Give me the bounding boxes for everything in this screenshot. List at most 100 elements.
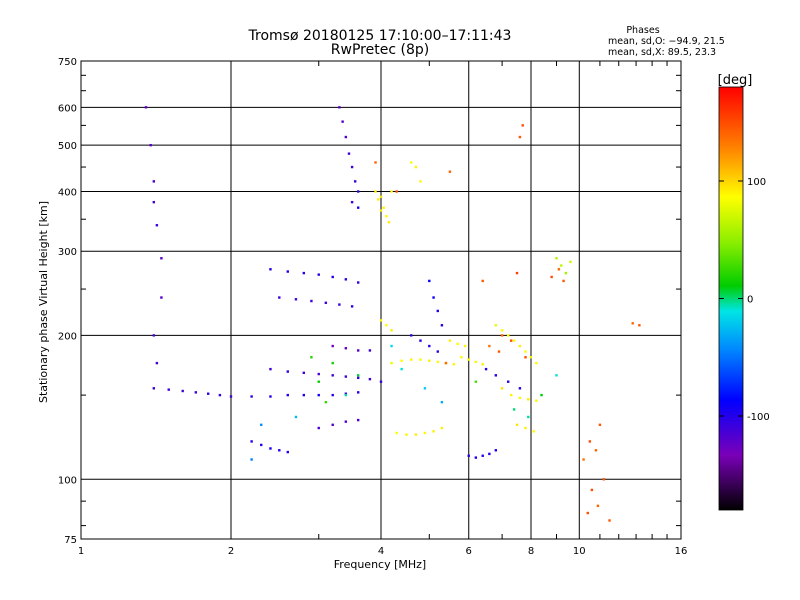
phases-box-line-x: mean, sd,X: 89.5, 23.3 bbox=[608, 47, 716, 58]
data-point bbox=[400, 359, 403, 362]
data-point bbox=[269, 395, 272, 398]
y-tick-label: 300 bbox=[58, 247, 77, 258]
data-point bbox=[390, 329, 393, 332]
data-point bbox=[481, 363, 484, 366]
data-point bbox=[294, 298, 298, 301]
data-point bbox=[356, 374, 360, 377]
data-point bbox=[317, 426, 320, 430]
x-tick-label: 2 bbox=[228, 546, 234, 557]
data-point bbox=[555, 374, 558, 377]
data-point bbox=[344, 278, 348, 281]
x-tick-label: 16 bbox=[675, 546, 688, 557]
data-point bbox=[428, 359, 431, 362]
data-point bbox=[377, 198, 380, 201]
data-point bbox=[440, 324, 444, 327]
data-point bbox=[395, 190, 398, 193]
phases-box-line-o: mean, sd,O: −94.9, 21.5 bbox=[608, 36, 725, 47]
data-point bbox=[512, 408, 516, 411]
data-point bbox=[518, 387, 522, 390]
data-point bbox=[564, 271, 568, 275]
data-point bbox=[602, 478, 606, 481]
data-point bbox=[529, 356, 533, 359]
data-point bbox=[596, 504, 600, 508]
data-point bbox=[586, 511, 589, 515]
data-point bbox=[294, 415, 298, 419]
data-point bbox=[521, 124, 524, 127]
data-point bbox=[428, 279, 431, 283]
data-point bbox=[331, 374, 334, 377]
data-point bbox=[515, 271, 519, 275]
data-point bbox=[598, 423, 602, 427]
data-point bbox=[155, 224, 159, 227]
data-point bbox=[509, 339, 513, 342]
y-tick-label: 400 bbox=[58, 187, 77, 198]
data-point bbox=[524, 356, 527, 359]
y-tick-label: 200 bbox=[58, 331, 77, 342]
data-point bbox=[444, 361, 448, 365]
data-point bbox=[338, 106, 341, 109]
data-point bbox=[562, 279, 565, 283]
data-point bbox=[500, 334, 504, 337]
y-tick-label: 500 bbox=[58, 141, 77, 152]
data-point bbox=[350, 200, 354, 204]
data-point bbox=[160, 257, 163, 260]
data-point bbox=[250, 395, 253, 398]
data-point bbox=[356, 206, 360, 209]
data-point bbox=[286, 450, 289, 454]
colorbar-tick-label: 0 bbox=[747, 295, 753, 306]
data-point bbox=[506, 380, 510, 383]
data-point bbox=[474, 456, 478, 459]
data-point bbox=[317, 372, 320, 376]
data-point bbox=[302, 371, 306, 375]
data-point bbox=[344, 393, 348, 397]
data-point bbox=[410, 161, 413, 164]
data-point bbox=[385, 324, 388, 327]
data-point bbox=[494, 449, 498, 452]
x-tick-label: 1 bbox=[78, 546, 84, 557]
data-point bbox=[452, 363, 456, 366]
data-point bbox=[448, 339, 452, 342]
data-point bbox=[194, 391, 198, 394]
data-point bbox=[512, 339, 516, 342]
data-point bbox=[518, 135, 522, 139]
data-point bbox=[286, 270, 289, 273]
data-point bbox=[350, 305, 354, 308]
data-point bbox=[331, 275, 334, 279]
data-point bbox=[368, 349, 372, 352]
data-point bbox=[356, 190, 360, 193]
data-point bbox=[535, 399, 538, 402]
data-point bbox=[181, 389, 184, 393]
data-point bbox=[344, 392, 348, 395]
data-point bbox=[149, 143, 152, 147]
data-point bbox=[428, 344, 431, 348]
data-point bbox=[419, 358, 422, 361]
data-points bbox=[144, 106, 641, 522]
data-point bbox=[160, 296, 163, 299]
data-point bbox=[167, 388, 170, 391]
data-point bbox=[440, 426, 444, 430]
data-point bbox=[500, 329, 504, 332]
data-point bbox=[419, 339, 422, 342]
data-point bbox=[347, 152, 351, 155]
x-axis-ticks: 1 2 4 6 8 10 16 bbox=[78, 61, 688, 557]
data-point bbox=[488, 452, 491, 456]
y-tick-label: 750 bbox=[58, 57, 77, 68]
data-point bbox=[524, 350, 527, 353]
data-point bbox=[390, 190, 393, 193]
data-point bbox=[557, 268, 561, 271]
data-point bbox=[405, 433, 408, 436]
data-point bbox=[269, 447, 272, 450]
data-point bbox=[310, 356, 313, 359]
chart-subtitle: RwPretec (8p) bbox=[331, 42, 429, 58]
data-point bbox=[278, 449, 281, 452]
data-point bbox=[250, 458, 253, 461]
data-point bbox=[494, 324, 498, 327]
data-point bbox=[436, 350, 439, 353]
data-point bbox=[500, 387, 504, 390]
data-point bbox=[390, 344, 393, 348]
data-point bbox=[317, 393, 320, 397]
data-point bbox=[506, 334, 510, 337]
data-point bbox=[341, 120, 344, 123]
data-point bbox=[344, 135, 348, 139]
data-point bbox=[550, 275, 553, 279]
